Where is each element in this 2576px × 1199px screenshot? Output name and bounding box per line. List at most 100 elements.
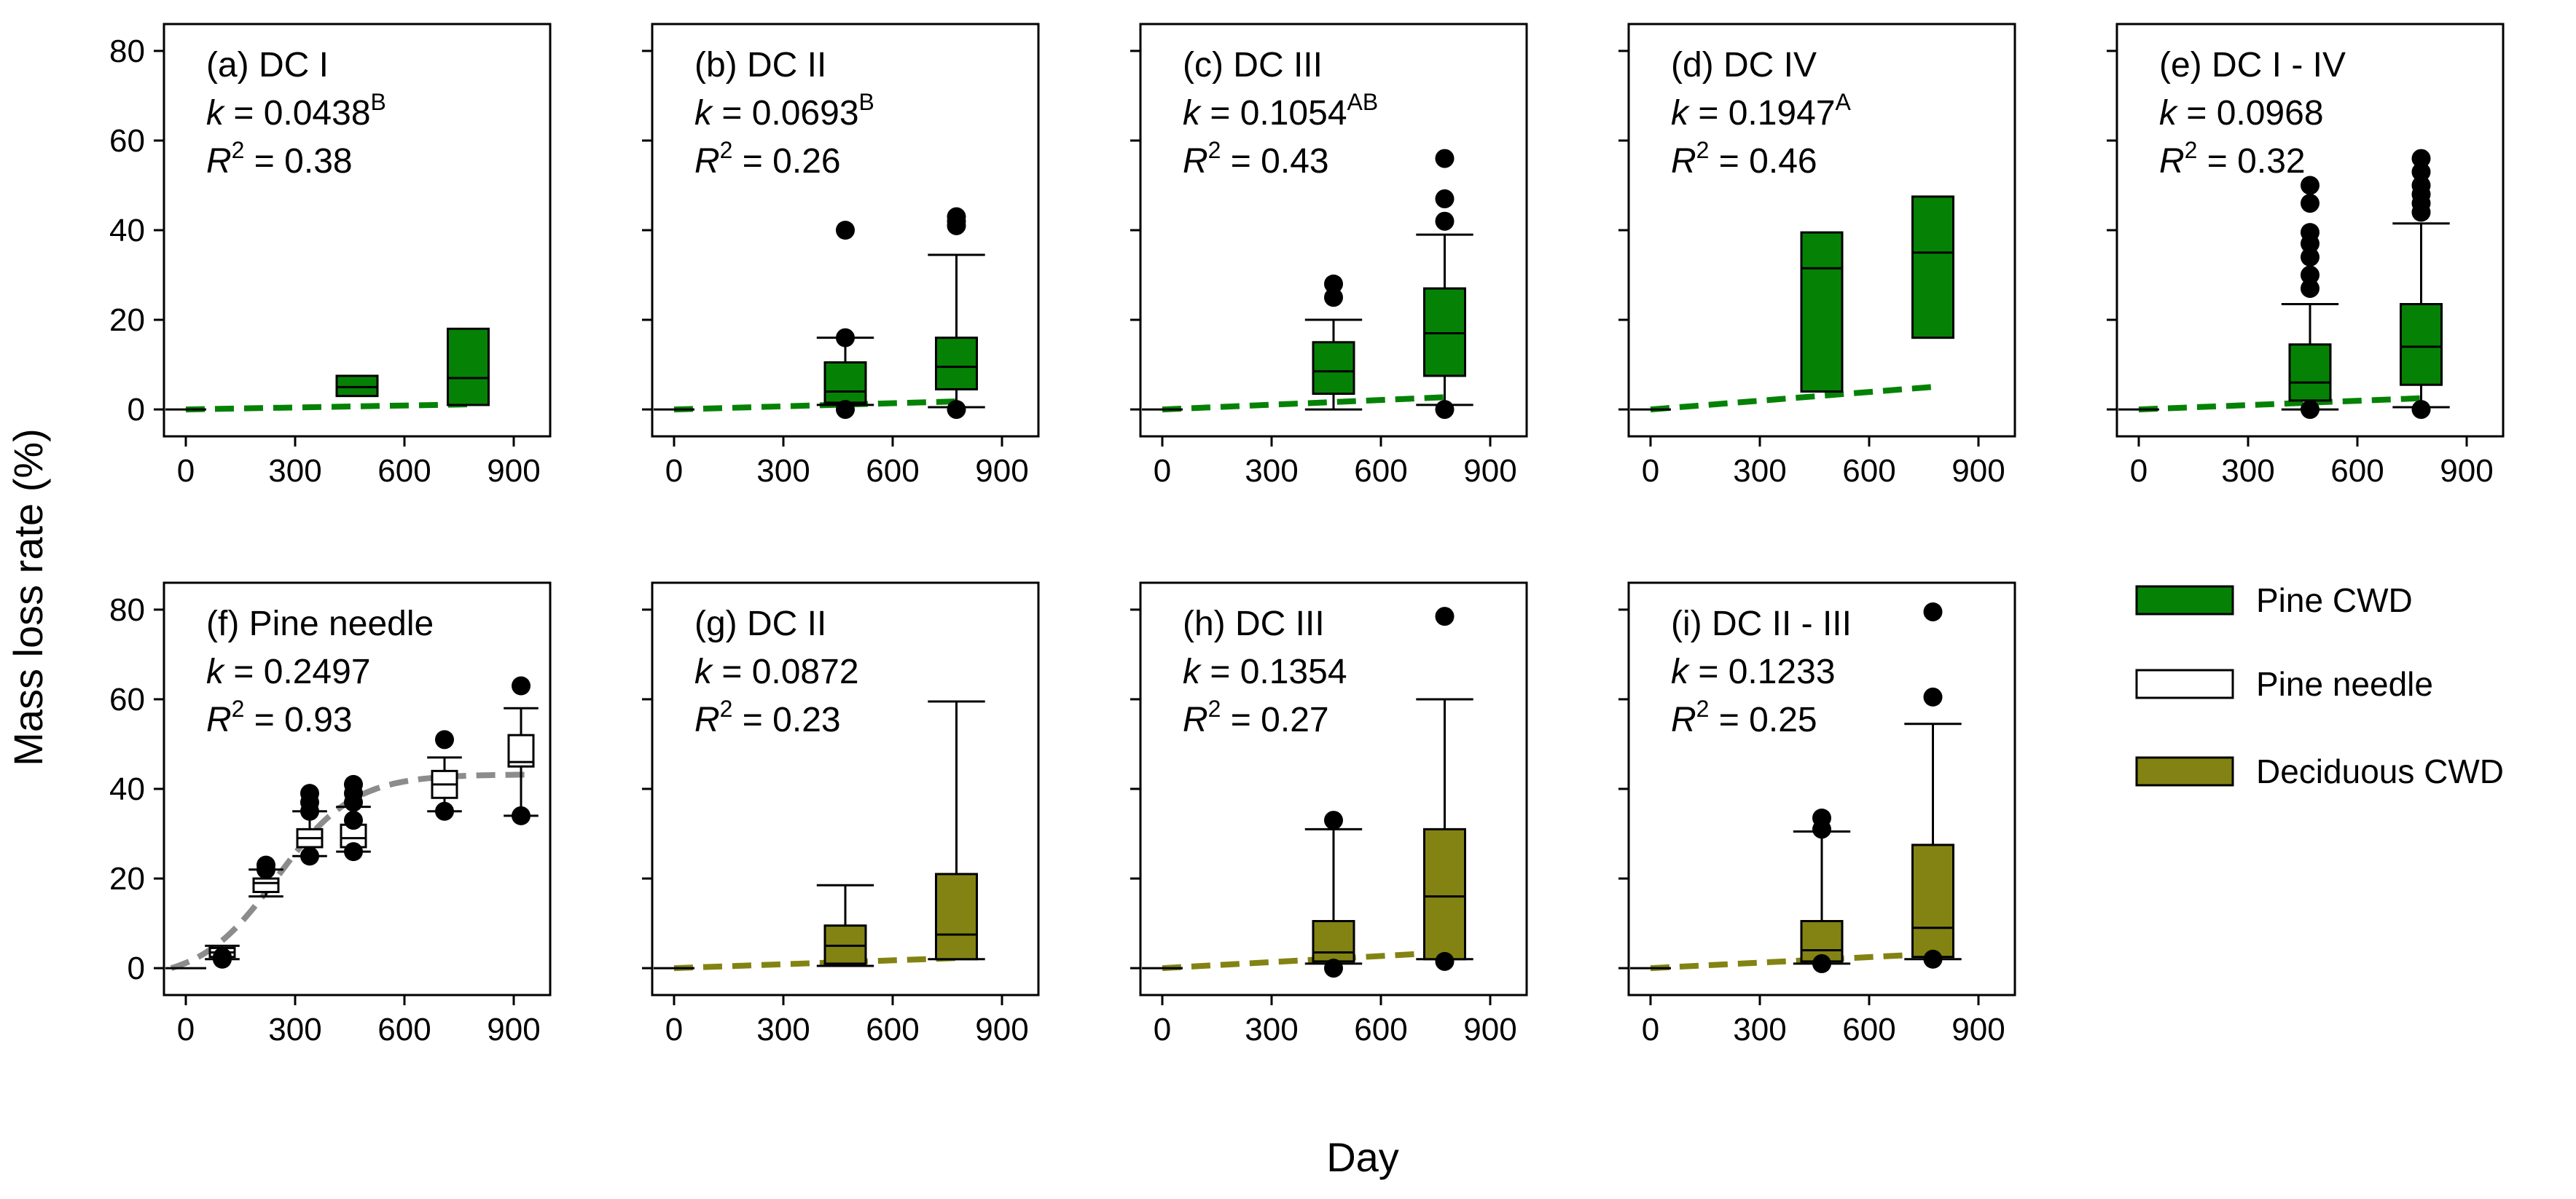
outlier-point [300, 801, 319, 821]
k-annotation: k = 0.0968 [2159, 94, 2324, 133]
k-symbol: k [1183, 94, 1202, 133]
y-tick-label: 80 [109, 34, 145, 69]
k-value: = 0.1233 [1688, 653, 1836, 691]
panel-title: (c) DC III [1183, 46, 1323, 84]
x-tick-label: 900 [975, 453, 1028, 489]
x-tick-label: 300 [2221, 453, 2274, 489]
outlier-point [2411, 400, 2431, 420]
panel-e: 0 300 600 900 (e) DC I - IV k = 0.0968 R2 = 0.… [2107, 23, 2505, 489]
box-plot [292, 784, 327, 866]
k-value: = 0.2497 [224, 653, 371, 691]
r2-value: = 0.23 [732, 701, 840, 739]
box-plot [928, 700, 985, 961]
fit-line [1162, 394, 1447, 413]
x-tick-label: 0 [1154, 1012, 1171, 1047]
box-plot [2392, 149, 2450, 420]
y-tick-label: 80 [109, 592, 145, 628]
box-plot [1416, 607, 1473, 971]
panel-title: (f) Pine needle [206, 605, 434, 643]
box-plot [1800, 231, 1844, 393]
box-plot [1304, 274, 1363, 411]
box [2288, 343, 2332, 402]
k-annotation: k = 0.0438B [206, 89, 386, 133]
box-plot [336, 774, 371, 862]
x-tick-label: 300 [1733, 453, 1786, 489]
r2-exponent: 2 [1208, 137, 1221, 163]
k-annotation: k = 0.1354 [1183, 653, 1347, 691]
box [1312, 341, 1355, 396]
r2-symbol: R [694, 701, 720, 739]
outlier-point [2301, 278, 2319, 298]
r2-value: = 0.27 [1221, 701, 1328, 739]
outlier-point [300, 846, 319, 866]
x-tick-label: 0 [665, 1012, 683, 1047]
x-tick-label: 600 [1842, 1012, 1895, 1047]
outlier-point [344, 793, 363, 812]
r2-value: = 0.93 [244, 701, 352, 739]
k-symbol: k [694, 653, 714, 691]
r2-value: = 0.26 [732, 142, 840, 181]
outlier-point [2411, 149, 2431, 168]
outlier-point [2301, 400, 2319, 420]
k-symbol: k [206, 653, 226, 691]
y-axis-label: Mass loss rate (%) [5, 428, 51, 766]
box-plot [504, 676, 539, 825]
outlier-point [2411, 162, 2431, 182]
box-plot [248, 855, 283, 898]
outlier-point [2301, 194, 2319, 213]
outlier-point [1435, 951, 1455, 971]
k-significance: A [1836, 89, 1852, 115]
r2-annotation: R2 = 0.23 [694, 696, 841, 739]
k-value: = 0.1947 [1688, 94, 1836, 133]
box [447, 327, 490, 406]
legend-item-deciduous-cwd: Deciduous CWD [2135, 752, 2504, 790]
box [252, 877, 280, 893]
outlier-point [836, 400, 855, 420]
x-tick-label: 900 [2440, 453, 2493, 489]
k-symbol: k [206, 94, 226, 133]
fit-line [185, 401, 471, 413]
panel-title: (h) DC III [1183, 605, 1325, 643]
panel-title: (a) DC I [206, 46, 329, 84]
x-tick-label: 600 [2330, 453, 2384, 489]
r2-annotation: R2 = 0.26 [694, 137, 841, 181]
r2-annotation: R2 = 0.93 [206, 696, 353, 739]
y-tick-label: 20 [109, 861, 145, 897]
box-plot [335, 374, 379, 398]
box [1800, 231, 1844, 393]
k-annotation: k = 0.1233 [1671, 653, 1836, 691]
box-plot [1911, 195, 1954, 339]
box [935, 337, 978, 390]
panel-i: 0 300 600 900 (i) DC II - III k = 0.1233 R2 = … [1618, 581, 2016, 1047]
y-tick-label: 40 [109, 213, 145, 248]
panel-h: 0 300 600 900 (h) DC III k = 0.1354 R2 = 0.27 [1130, 581, 1528, 1047]
outlier-point [344, 842, 363, 862]
panel-title: (g) DC II [694, 605, 826, 643]
k-symbol: k [1671, 653, 1691, 691]
legend-label-pine-needle: Pine needle [2256, 665, 2433, 703]
r2-value: = 0.46 [1709, 142, 1817, 181]
x-tick-label: 900 [487, 453, 540, 489]
r2-symbol: R [1183, 701, 1208, 739]
outlier-point [2411, 203, 2431, 222]
outlier-point [344, 811, 363, 830]
outlier-point [257, 860, 275, 879]
k-annotation: k = 0.2497 [206, 653, 371, 691]
k-value: = 0.1354 [1200, 653, 1347, 691]
box [2400, 303, 2443, 386]
legend-item-pine-cwd: Pine CWD [2135, 581, 2413, 619]
x-tick-label: 0 [2130, 453, 2148, 489]
x-axis-label: Day [1326, 1134, 1399, 1180]
box [935, 873, 978, 961]
k-value: = 0.0968 [2177, 94, 2324, 133]
x-tick-label: 600 [377, 453, 431, 489]
outlier-point [1324, 959, 1343, 978]
r2-exponent: 2 [1696, 696, 1710, 722]
box [823, 361, 867, 404]
outlier-point [1435, 149, 1455, 168]
outlier-point [435, 801, 454, 821]
r2-symbol: R [1671, 142, 1696, 181]
x-tick-label: 600 [1354, 453, 1407, 489]
legend-label-deciduous-cwd: Deciduous CWD [2256, 752, 2504, 790]
